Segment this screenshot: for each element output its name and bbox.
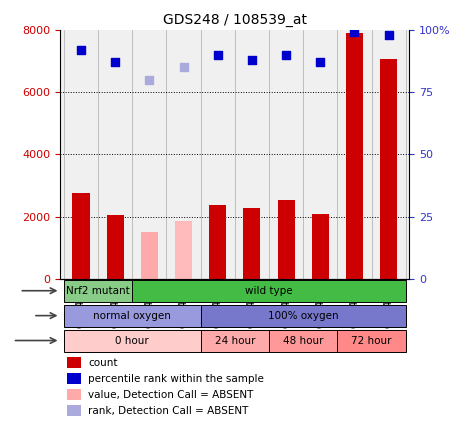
Point xyxy=(385,32,392,38)
Text: normal oxygen: normal oxygen xyxy=(93,311,171,321)
FancyBboxPatch shape xyxy=(64,280,132,302)
Point xyxy=(77,46,85,53)
Text: value, Detection Call = ABSENT: value, Detection Call = ABSENT xyxy=(88,390,254,400)
Bar xyxy=(67,373,81,384)
Bar xyxy=(73,193,89,279)
Text: 48 hour: 48 hour xyxy=(283,336,324,345)
Bar xyxy=(278,200,295,279)
FancyBboxPatch shape xyxy=(64,305,200,327)
FancyBboxPatch shape xyxy=(269,330,338,352)
Bar xyxy=(209,205,226,279)
Text: 0 hour: 0 hour xyxy=(115,336,149,345)
Point xyxy=(146,76,153,83)
Text: count: count xyxy=(88,358,118,368)
Bar xyxy=(243,208,260,279)
Point xyxy=(282,51,290,58)
Bar xyxy=(312,214,329,279)
FancyBboxPatch shape xyxy=(200,305,406,327)
Text: percentile rank within the sample: percentile rank within the sample xyxy=(88,374,264,384)
Bar xyxy=(141,232,158,279)
FancyBboxPatch shape xyxy=(132,280,406,302)
FancyBboxPatch shape xyxy=(64,330,200,352)
Text: wild type: wild type xyxy=(245,286,293,296)
Point xyxy=(214,51,221,58)
Bar xyxy=(346,33,363,279)
Text: Nrf2 mutant: Nrf2 mutant xyxy=(66,286,130,296)
FancyBboxPatch shape xyxy=(338,330,406,352)
Point xyxy=(112,59,119,66)
FancyBboxPatch shape xyxy=(200,330,269,352)
Text: 72 hour: 72 hour xyxy=(352,336,392,345)
Bar xyxy=(380,59,397,279)
Bar xyxy=(67,357,81,368)
Title: GDS248 / 108539_at: GDS248 / 108539_at xyxy=(163,13,307,27)
Point xyxy=(351,29,358,36)
Point xyxy=(180,64,187,71)
Text: 24 hour: 24 hour xyxy=(214,336,255,345)
Bar xyxy=(106,215,124,279)
Text: rank, Detection Call = ABSENT: rank, Detection Call = ABSENT xyxy=(88,406,249,416)
Text: 100% oxygen: 100% oxygen xyxy=(268,311,339,321)
Bar xyxy=(67,405,81,416)
Point xyxy=(248,56,256,63)
Bar xyxy=(67,389,81,400)
Bar xyxy=(175,221,192,279)
Point xyxy=(317,59,324,66)
